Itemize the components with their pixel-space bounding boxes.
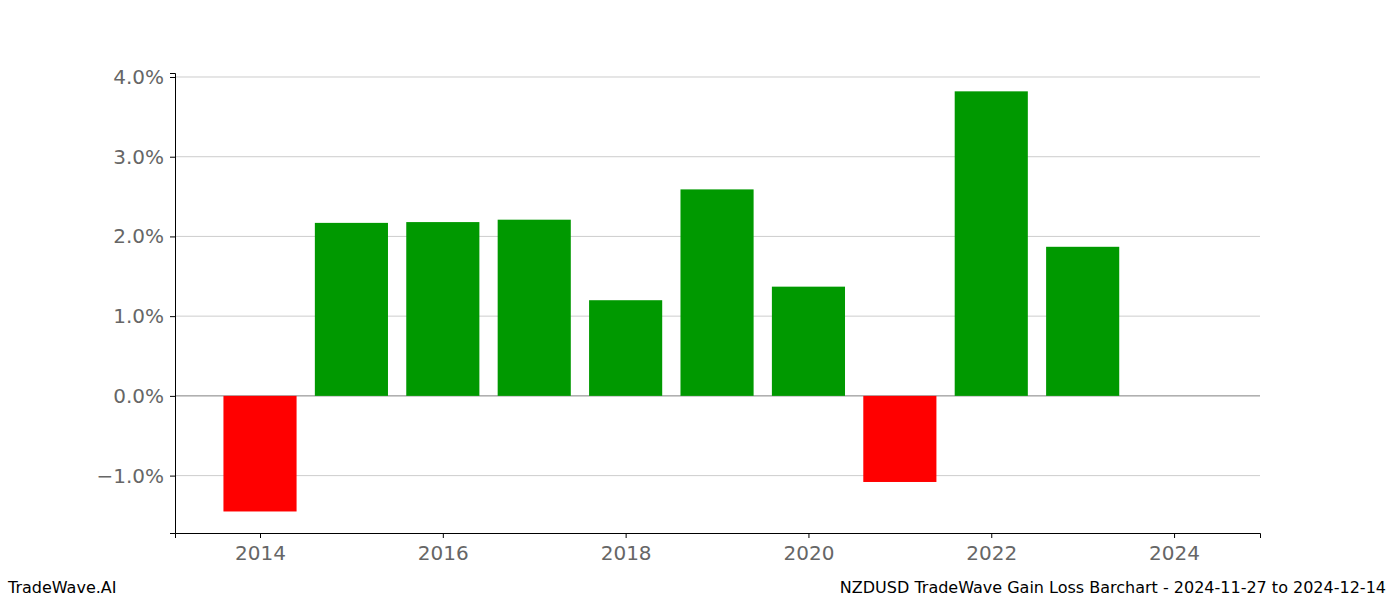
tick-mark bbox=[170, 476, 175, 477]
tick-mark bbox=[808, 533, 809, 538]
tick-label: 2.0% bbox=[113, 224, 164, 248]
tick-mark bbox=[626, 533, 627, 538]
grid-line bbox=[175, 475, 1260, 476]
tick-label: 2024 bbox=[1149, 541, 1200, 565]
bar bbox=[315, 223, 388, 396]
tick: 2016 bbox=[418, 533, 469, 565]
y-axis: −1.0% 0.0% 1.0% 2.0% 3.0% 4.0% bbox=[96, 65, 175, 534]
tick: 0.0% bbox=[113, 384, 175, 408]
grid-line bbox=[175, 76, 1260, 77]
tick-label: 3.0% bbox=[113, 145, 164, 169]
annotation: TradeWave.AI bbox=[7, 578, 116, 597]
bar bbox=[1046, 247, 1119, 396]
tick-mark bbox=[991, 533, 992, 538]
tick-mark bbox=[170, 157, 175, 158]
title: NZDUSD TradeWave Gain Loss Barchart - 20… bbox=[840, 578, 1386, 597]
tick: 2020 bbox=[783, 533, 834, 565]
x-axis: 2014 2016 2018 2020 2022 2024 bbox=[176, 533, 1261, 565]
bar bbox=[772, 287, 845, 396]
plot-area: −1.0% 0.0% 1.0% 2.0% 3.0% 4.0% 2014 2016 2018 202… bbox=[96, 65, 1260, 565]
grid-line bbox=[175, 156, 1260, 157]
bar bbox=[498, 220, 571, 396]
tick: 2.0% bbox=[113, 224, 175, 248]
tick: −1.0% bbox=[96, 463, 175, 487]
tick-label: 2018 bbox=[601, 541, 652, 565]
tick-mark bbox=[170, 316, 175, 317]
tick-mark bbox=[170, 236, 175, 237]
tick: 4.0% bbox=[113, 65, 175, 89]
tick-label: 2022 bbox=[966, 541, 1017, 565]
axis-line bbox=[176, 534, 1261, 539]
axis-line bbox=[170, 74, 176, 534]
tick: 2018 bbox=[601, 533, 652, 565]
tick: 3.0% bbox=[113, 145, 175, 169]
bar bbox=[589, 300, 662, 396]
tick: 2024 bbox=[1149, 533, 1200, 565]
tick: 2022 bbox=[966, 533, 1017, 565]
tick-label: −1.0% bbox=[96, 463, 164, 487]
tick-label: 2016 bbox=[418, 541, 469, 565]
grid bbox=[175, 77, 1260, 476]
tick-label: 0.0% bbox=[113, 384, 164, 408]
tick-mark bbox=[260, 533, 261, 538]
bar bbox=[680, 189, 753, 395]
bar bbox=[406, 222, 479, 396]
bars bbox=[223, 91, 1119, 511]
tick-mark bbox=[1174, 533, 1175, 538]
tick: 1.0% bbox=[113, 304, 175, 328]
chart: −1.0% 0.0% 1.0% 2.0% 3.0% 4.0% 2014 2016 2018 202… bbox=[0, 0, 1400, 600]
tick-mark bbox=[443, 533, 444, 538]
tick-mark bbox=[170, 77, 175, 78]
tick-label: 4.0% bbox=[113, 65, 164, 89]
tick-label: 2014 bbox=[235, 541, 286, 565]
bar bbox=[223, 396, 296, 512]
tick-label: 1.0% bbox=[113, 304, 164, 328]
bar bbox=[955, 91, 1028, 396]
tick: 2014 bbox=[235, 533, 286, 565]
bar bbox=[863, 396, 936, 482]
tick-mark bbox=[170, 396, 175, 397]
tick-label: 2020 bbox=[783, 541, 834, 565]
